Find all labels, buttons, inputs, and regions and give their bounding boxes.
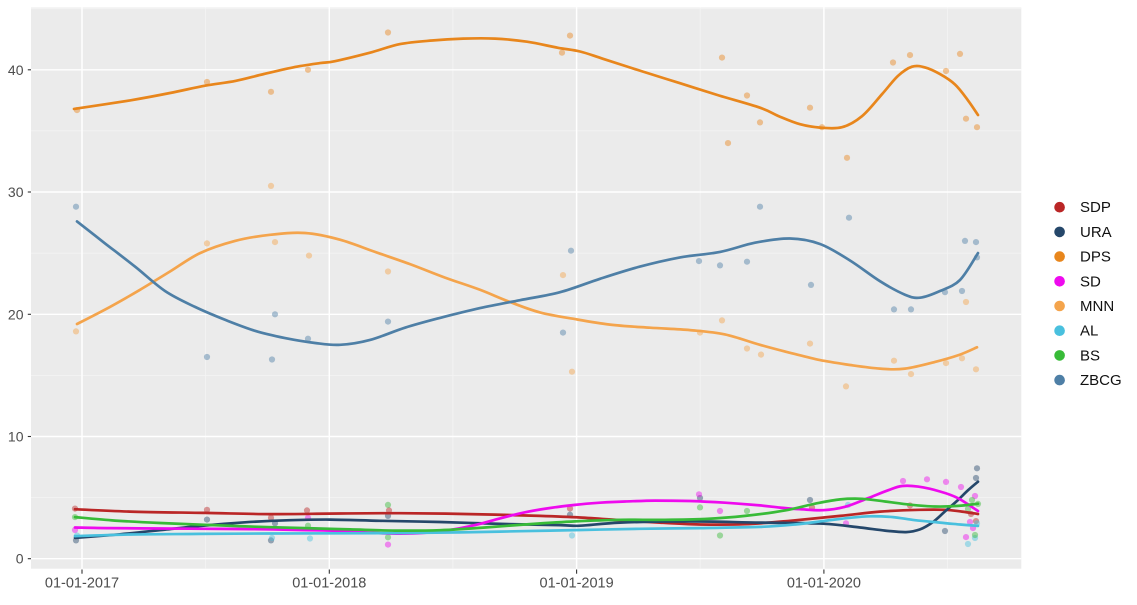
svg-text:AL: AL: [1080, 323, 1098, 340]
svg-text:MNN: MNN: [1080, 298, 1114, 315]
svg-text:DPS: DPS: [1080, 249, 1111, 266]
svg-text:URA: URA: [1080, 224, 1112, 241]
svg-text:01-01-2019: 01-01-2019: [540, 576, 614, 592]
svg-text:ZBCG: ZBCG: [1080, 372, 1122, 389]
svg-text:10: 10: [8, 429, 24, 445]
svg-text:30: 30: [8, 184, 24, 200]
svg-text:01-01-2017: 01-01-2017: [45, 576, 119, 592]
svg-text:01-01-2020: 01-01-2020: [787, 576, 861, 592]
svg-text:SDP: SDP: [1080, 199, 1111, 216]
svg-text:20: 20: [8, 306, 24, 322]
svg-text:BS: BS: [1080, 347, 1100, 364]
svg-text:0: 0: [16, 551, 24, 567]
svg-text:01-01-2018: 01-01-2018: [292, 576, 366, 592]
svg-text:SD: SD: [1080, 273, 1101, 290]
svg-text:40: 40: [8, 62, 24, 78]
